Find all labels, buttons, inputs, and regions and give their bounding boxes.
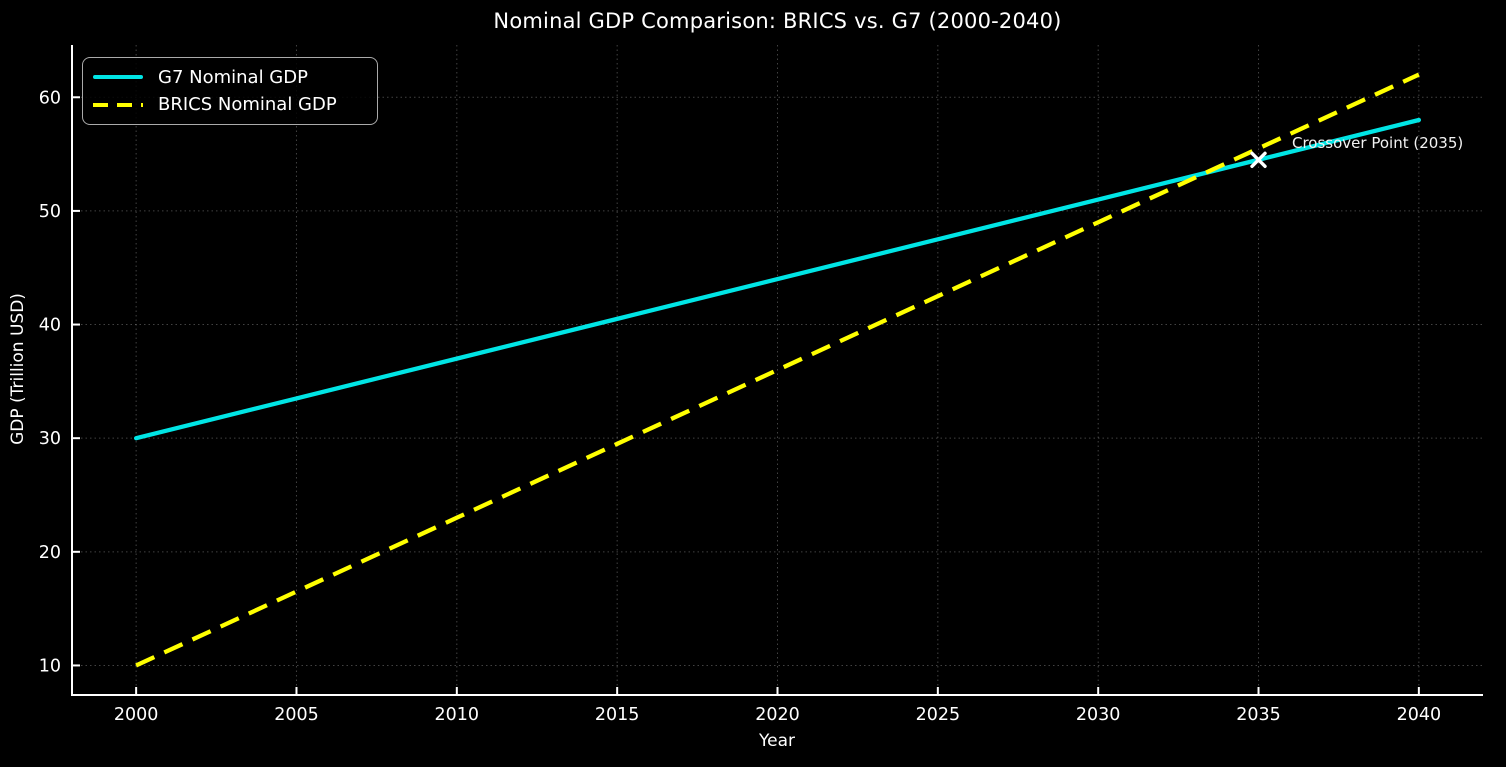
x-axis-label: Year	[759, 731, 795, 751]
x-tick-label: 2035	[1236, 705, 1281, 725]
brics-line-sample-icon	[93, 102, 143, 108]
x-tick-label: 2030	[1076, 705, 1121, 725]
legend-item-g7: G7 Nominal GDP	[93, 67, 367, 88]
y-tick-label: 30	[39, 429, 61, 449]
series-line-brics-nominal-gdp	[135, 72, 1420, 668]
x-tick-label: 2000	[114, 705, 159, 725]
crossover-annotation-label: Crossover Point (2035)	[1292, 134, 1464, 152]
x-tick-label: 2020	[755, 705, 800, 725]
legend-item-brics: BRICS Nominal GDP	[93, 94, 367, 115]
x-tick-label: 2010	[435, 705, 480, 725]
y-tick-label: 50	[39, 202, 61, 222]
x-tick-label: 2025	[916, 705, 961, 725]
legend-label-g7: G7 Nominal GDP	[158, 66, 308, 88]
y-tick-label: 10	[39, 656, 61, 676]
chart-title: Nominal GDP Comparison: BRICS vs. G7 (20…	[493, 9, 1062, 33]
y-axis-label: GDP (Trillion USD)	[8, 293, 28, 445]
crossover-marker-icon	[1250, 151, 1267, 168]
y-tick-label: 20	[39, 543, 61, 563]
x-tick-label: 2005	[274, 705, 319, 725]
x-tick-label: 2040	[1397, 705, 1442, 725]
g7-line-sample-icon	[93, 74, 143, 80]
y-tick-label: 40	[39, 316, 61, 336]
legend: G7 Nominal GDP BRICS Nominal GDP	[82, 57, 378, 125]
series-line-g7-nominal-gdp	[133, 117, 1422, 441]
x-tick-label: 2015	[595, 705, 640, 725]
y-tick-label: 60	[39, 88, 61, 108]
legend-label-brics: BRICS Nominal GDP	[158, 94, 337, 116]
